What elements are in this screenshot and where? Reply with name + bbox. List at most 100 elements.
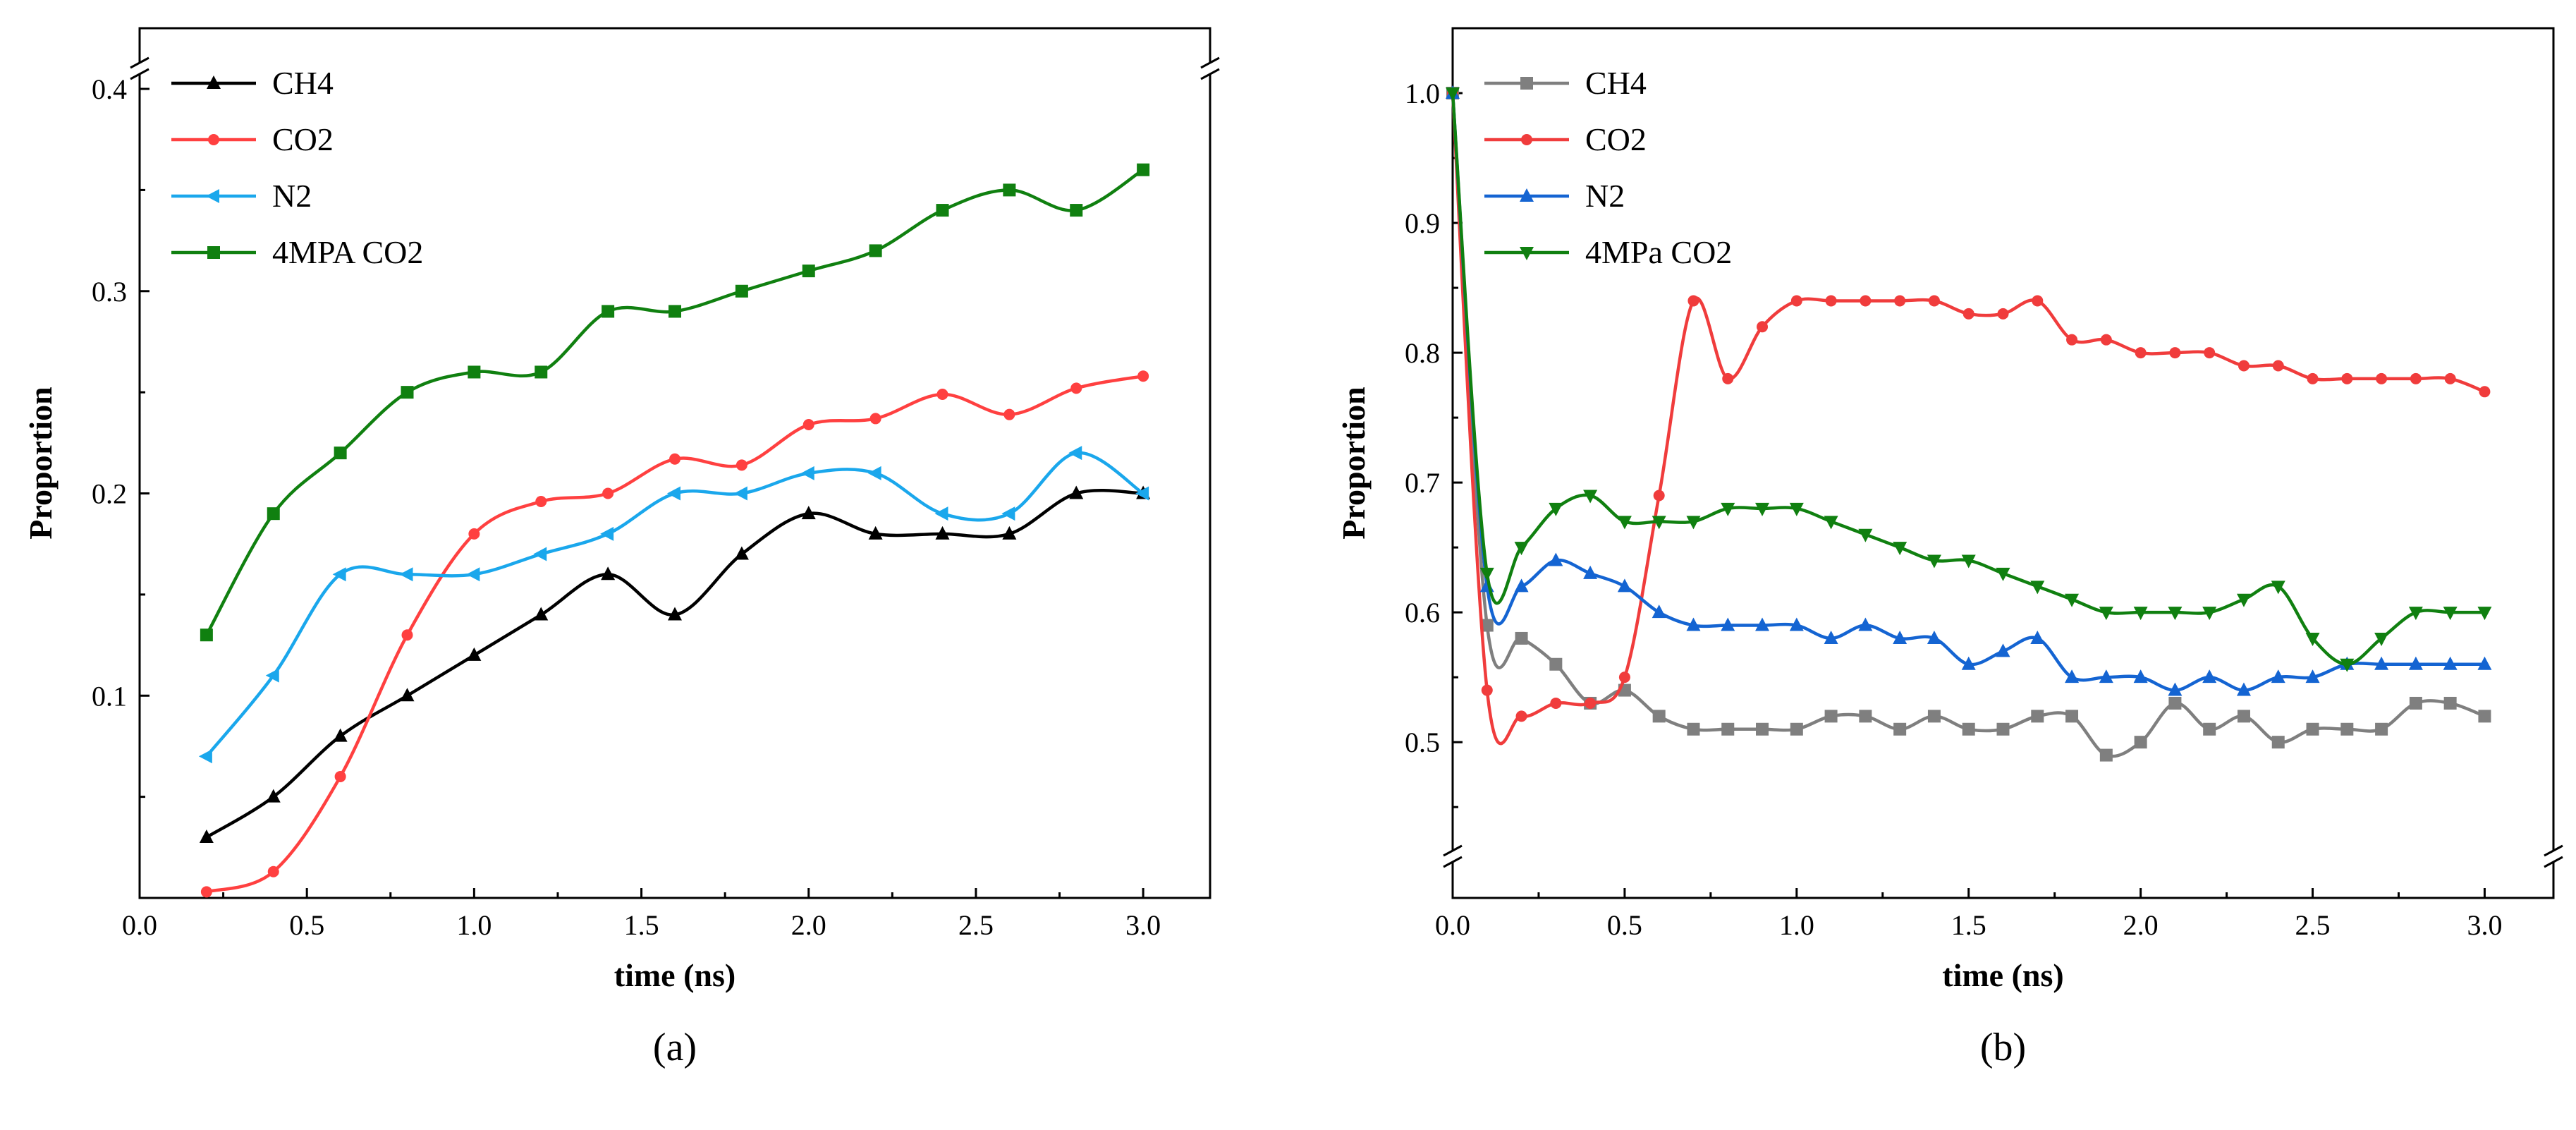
data-point: [935, 525, 950, 540]
data-point: [1893, 542, 1907, 556]
data-point: [1755, 502, 1770, 516]
data-point: [735, 459, 747, 471]
data-point: [2477, 607, 2492, 621]
data-point: [2100, 334, 2112, 346]
data-point: [1961, 554, 1976, 569]
axis-break-mark: [2544, 856, 2563, 868]
data-point: [733, 486, 747, 501]
data-point: [869, 413, 881, 425]
data-point: [2306, 722, 2319, 736]
data-point: [1893, 630, 1907, 644]
data-point: [1824, 710, 1838, 723]
data-point: [2341, 372, 2353, 384]
y-tick-label: 0.9: [1405, 207, 1440, 239]
data-point: [2030, 581, 2045, 595]
data-point: [1687, 295, 1699, 307]
data-point: [934, 506, 948, 521]
data-point: [1962, 308, 1974, 320]
legend-entry: 4MPa CO2: [1484, 234, 1732, 270]
data-point: [334, 446, 347, 460]
y-tick-label: 0.4: [92, 73, 127, 105]
data-point: [468, 528, 480, 540]
data-point: [602, 305, 615, 318]
y-tick-label: 0.8: [1405, 337, 1440, 369]
data-point: [802, 265, 815, 278]
data-point: [1790, 722, 1803, 736]
series-line: [1451, 92, 2485, 692]
data-point: [1789, 502, 1804, 516]
data-point: [668, 607, 682, 621]
panel-label: (b): [1980, 1026, 2026, 1069]
data-point: [2305, 669, 2320, 684]
legend-swatch-marker: [207, 75, 221, 89]
series-co2: [1447, 87, 2491, 746]
data-point: [1549, 657, 1563, 671]
data-point: [1789, 617, 1804, 631]
data-point: [2271, 736, 2285, 749]
data-point: [1825, 295, 1837, 307]
data-point: [1961, 656, 1976, 670]
data-point: [2479, 386, 2491, 398]
legend-entry: N2: [171, 178, 312, 214]
data-point: [1824, 630, 1838, 644]
data-point: [2410, 372, 2422, 384]
data-point: [2169, 347, 2181, 359]
legend-swatch-marker: [208, 134, 219, 145]
data-point: [1686, 516, 1701, 530]
data-point: [1617, 516, 1632, 530]
series-line: [206, 374, 1144, 894]
data-point: [399, 567, 413, 582]
data-point: [1928, 295, 1940, 307]
data-point: [2168, 607, 2183, 621]
y-tick-label: 1.0: [1405, 78, 1440, 109]
series-line: [1451, 92, 2485, 666]
data-point: [2065, 710, 2079, 723]
data-point: [466, 567, 480, 582]
data-point: [1962, 722, 1975, 736]
data-point: [333, 728, 348, 742]
data-point: [2099, 669, 2113, 684]
chart-panel-a: 0.0 0.5 1.0 1.5 2.0 2.5 3.0 0.1 0.2 0.3 0.4 time (n…: [23, 27, 1220, 1069]
legend-swatch-marker: [207, 246, 220, 259]
data-point: [601, 566, 616, 581]
data-point: [1722, 372, 1734, 384]
data-point: [401, 629, 413, 641]
data-point: [1514, 542, 1529, 556]
axis-break-mark: [2544, 844, 2563, 857]
data-point: [200, 886, 212, 898]
data-point: [936, 389, 948, 401]
data-point: [2135, 347, 2147, 359]
legend-label: 4MPa CO2: [1585, 234, 1732, 270]
x-tick-label: 1.5: [1951, 909, 1986, 941]
data-point: [1550, 697, 1562, 709]
data-point: [1070, 382, 1082, 394]
x-tick-label: 0.0: [122, 909, 157, 941]
data-point: [1997, 308, 2009, 320]
data-point: [1756, 722, 1769, 736]
data-point: [1137, 163, 1150, 176]
data-point: [534, 607, 549, 621]
data-point: [2477, 656, 2492, 670]
data-point: [1893, 722, 1907, 736]
data-point: [200, 628, 213, 642]
data-point: [2271, 581, 2285, 595]
legend-swatch-marker: [1521, 134, 1532, 145]
x-tick-label: 1.5: [624, 909, 659, 941]
data-point: [1070, 204, 1083, 217]
data-point: [1824, 516, 1838, 530]
data-point: [800, 466, 814, 480]
legend-entry: N2: [1484, 178, 1625, 214]
plot-frame: [138, 27, 1211, 899]
data-point: [2237, 710, 2250, 723]
x-axis-title: time (ns): [614, 957, 735, 993]
series-4mpa-co2: [200, 163, 1150, 642]
data-point: [2444, 372, 2456, 384]
series-n2: [1446, 85, 2492, 696]
data-point: [198, 749, 212, 764]
data-point: [600, 526, 614, 541]
series-line: [205, 489, 1144, 839]
data-point: [533, 547, 547, 561]
x-tick-label: 3.0: [2467, 909, 2502, 941]
legend-label: 4MPA CO2: [272, 234, 423, 270]
